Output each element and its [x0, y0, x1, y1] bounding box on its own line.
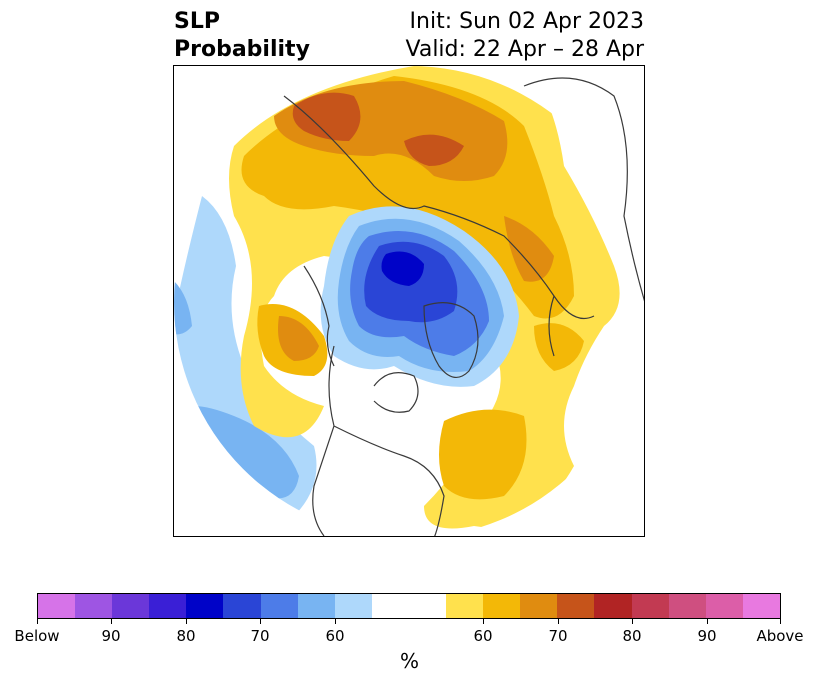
colorbar-tick	[37, 619, 38, 624]
colorbar-segment	[223, 594, 261, 618]
colorbar-segment	[408, 594, 447, 618]
above-75-region-north2	[404, 134, 464, 166]
coastline-north-america	[312, 345, 445, 536]
colorbar-tick	[335, 619, 336, 624]
colorbar-segment	[594, 594, 632, 618]
colorbar-unit-label: %	[399, 649, 419, 673]
colorbar-tick	[111, 619, 112, 624]
colorbar-tick-label: 90	[101, 627, 121, 645]
colorbar-tick	[780, 619, 781, 624]
below-65-region-westedge	[174, 281, 192, 335]
colorbar-tick-label: 80	[176, 627, 196, 645]
above-70-region-east	[504, 216, 554, 282]
valid-date-label: Valid: 22 Apr – 28 Apr	[405, 37, 645, 62]
colorbar-tick	[483, 619, 484, 624]
below-80-region-pole	[381, 251, 424, 286]
colorbar-tick	[186, 619, 187, 624]
colorbar-tick-label: 90	[697, 627, 717, 645]
colorbar-segment	[112, 594, 150, 618]
colorbar-segment	[297, 594, 335, 618]
colorbar-segment	[631, 594, 669, 618]
colorbar-segment	[705, 594, 743, 618]
coastline-alaska	[303, 265, 335, 367]
variable-title: SLP Probability	[174, 8, 310, 64]
colorbar-segment	[334, 594, 372, 618]
colorbar-tick-label: Below	[14, 627, 60, 645]
colorbar-segment	[38, 594, 76, 618]
colorbar-segment	[260, 594, 298, 618]
colorbar-tick-label: 60	[325, 627, 345, 645]
coastline-layer	[283, 77, 644, 536]
colorbar-segment	[149, 594, 187, 618]
colorbar-tick	[558, 619, 559, 624]
coastline-greenland	[423, 302, 479, 378]
colorbar-tick	[707, 619, 708, 624]
colorbar-ticks	[37, 619, 781, 627]
colorbar-segment	[557, 594, 595, 618]
coastline-hudson-bay	[373, 372, 419, 413]
colorbar-segment	[668, 594, 706, 618]
colorbar-tick-label: 60	[473, 627, 493, 645]
above-65-region-europe	[534, 323, 584, 371]
map-canvas	[174, 66, 644, 536]
colorbar-tick-label: 80	[622, 627, 642, 645]
colorbar-tick	[260, 619, 261, 624]
colorbar-segment	[446, 594, 484, 618]
colorbar-tick-labels: Below 90 80 70 60 60 70 80 90 Above	[14, 627, 803, 647]
colorbar-tick-label: 70	[250, 627, 270, 645]
probability-colorbar	[37, 593, 781, 619]
coastline-africa	[523, 77, 644, 302]
above-75-region-north	[292, 92, 361, 141]
colorbar-tick-label: Above	[756, 627, 804, 645]
above-65-region-atlantic	[439, 409, 527, 500]
date-title: Init: Sun 02 Apr 2023 Valid: 22 Apr – 28…	[406, 8, 645, 64]
above-70-region-pacific	[278, 316, 319, 361]
init-date-label: Init: Sun 02 Apr 2023	[409, 9, 644, 34]
colorbar-segment	[742, 594, 780, 618]
colorbar-tick-label: 70	[548, 627, 568, 645]
colorbar-tick	[632, 619, 633, 624]
colorbar-segment	[75, 594, 113, 618]
variable-title-line2: Probability	[174, 37, 310, 62]
coastline-eurasia	[283, 95, 595, 357]
below-65-region-west	[194, 406, 299, 499]
colorbar-segment	[371, 594, 409, 618]
probability-map	[173, 65, 645, 537]
colorbar-segment	[520, 594, 558, 618]
colorbar-segment	[483, 594, 521, 618]
variable-title-line1: SLP	[174, 9, 220, 34]
colorbar-segment	[186, 594, 224, 618]
shading-layer	[174, 66, 620, 529]
